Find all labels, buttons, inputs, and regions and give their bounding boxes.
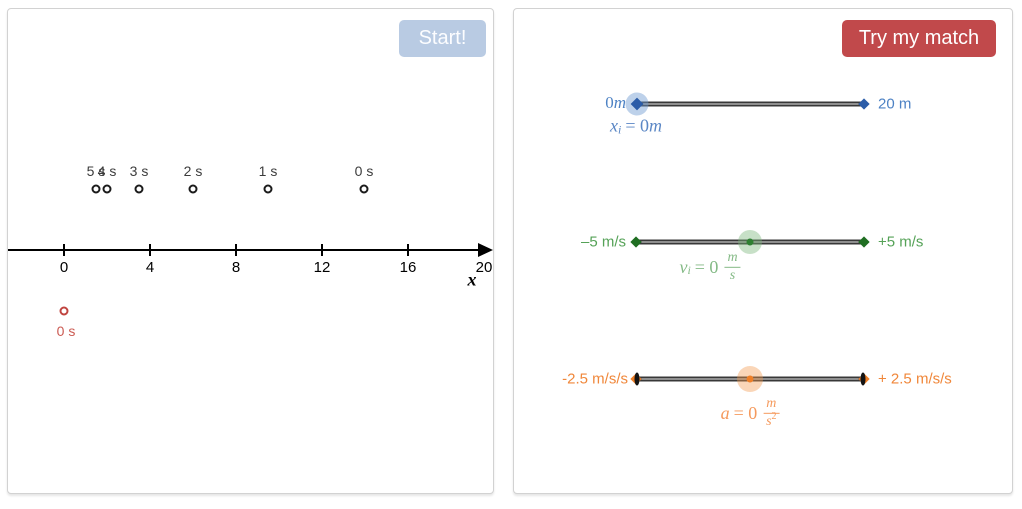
- axis-arrowhead-icon: [478, 243, 493, 257]
- start-button[interactable]: Start!: [399, 20, 486, 57]
- axis-tick-label: 12: [313, 259, 331, 276]
- axis-tick: [235, 244, 237, 256]
- position-slider-track[interactable]: [636, 101, 864, 107]
- acceleration-value-label: a = 0 m s2: [721, 396, 780, 429]
- red-object-dot: [59, 306, 69, 316]
- axis-tick-label: 0: [59, 259, 69, 276]
- trail-dot: [134, 184, 144, 194]
- acceleration-slider-max-stop: [860, 372, 866, 386]
- acceleration-slider-max-label: + 2.5 m/s/s: [878, 370, 952, 388]
- axis-tick: [149, 244, 151, 256]
- trail-dot-time-label: 3 s: [129, 163, 149, 179]
- trail-dot-time-label: 2 s: [183, 163, 203, 179]
- acceleration-slider-min-label: -2.5 m/s/s: [562, 370, 628, 388]
- acceleration-slider-handle-marker: [746, 375, 754, 383]
- velocity-slider-max-marker: [858, 236, 870, 248]
- trail-dot: [102, 184, 112, 194]
- trail-dot-time-label: 5 s: [86, 163, 106, 179]
- position-slider-max-label: 20 m: [878, 95, 912, 113]
- axis-tick-label: 4: [145, 259, 155, 276]
- axis-tick-label: 20: [475, 259, 493, 276]
- acceleration-slider-min-stop: [634, 372, 640, 386]
- axis-tick: [321, 244, 323, 256]
- velocity-slider-max-label: +5 m/s: [878, 233, 924, 251]
- x-axis-title: x: [467, 269, 477, 290]
- trail-dot: [263, 184, 273, 194]
- velocity-slider-handle-marker: [746, 238, 754, 246]
- simulation-panel: Start! 5 s 4 s 3 s 2 s 1 s 0 s 0 4 8 12 …: [7, 8, 494, 494]
- position-slider-min-label: 0m: [605, 93, 626, 112]
- position-slider-max-marker: [858, 98, 870, 110]
- trail-dot: [359, 184, 369, 194]
- try-my-match-button[interactable]: Try my match: [842, 20, 996, 57]
- axis-tick: [63, 244, 65, 256]
- trail-dot: [91, 184, 101, 194]
- trail-dot-time-label: 0 s: [354, 163, 374, 179]
- velocity-slider-min-marker: [630, 236, 642, 248]
- red-object-time-label: 0 s: [56, 323, 76, 339]
- axis-tick: [407, 244, 409, 256]
- trail-dot: [188, 184, 198, 194]
- x-axis-line: [8, 249, 486, 251]
- velocity-slider-min-label: –5 m/s: [580, 233, 626, 251]
- trail-dot-time-label: 1 s: [258, 163, 278, 179]
- axis-tick-label: 8: [231, 259, 241, 276]
- axis-tick-label: 16: [399, 259, 417, 276]
- trail-dot-time-label: 4 s: [97, 163, 117, 179]
